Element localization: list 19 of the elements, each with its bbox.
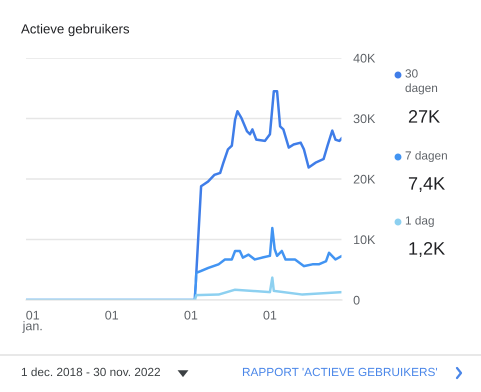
x-tick-label: 01 <box>105 310 118 320</box>
y-tick-label: 30K <box>354 114 376 124</box>
legend-label: 1 dag <box>406 216 434 228</box>
x-tick-label: 01 <box>263 310 276 320</box>
text: RAPPORT 'ACTIEVE GEBRUIKERS' <box>242 368 438 376</box>
x-tick-label: 01 <box>184 310 198 320</box>
y-tick-label: 0 <box>354 296 360 305</box>
line-series <box>26 276 342 300</box>
y-tick-label: 40K <box>353 54 376 63</box>
x-tick-label: 01 jan. <box>22 310 42 333</box>
text: 1 dec. 2018 - 30 nov. 2022 <box>22 367 160 376</box>
text: 7,4K <box>408 177 445 192</box>
legend-label: 30 dagen <box>405 69 438 94</box>
y-tick-label: 10K <box>354 235 376 244</box>
legend-label: 7 dagen <box>406 151 447 162</box>
chart-title: Actieve gebruikers <box>21 24 130 36</box>
text: 1,2K <box>409 242 445 257</box>
y-tick-label: 20K <box>354 174 376 184</box>
text: 27K <box>408 110 440 123</box>
